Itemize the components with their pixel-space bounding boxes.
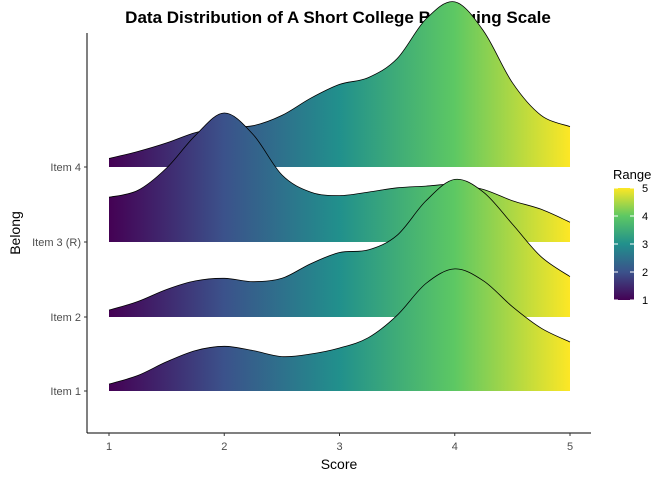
legend-ticks: 1 2 3 4 5 (614, 183, 648, 307)
x-tick-label: 1 (106, 441, 112, 453)
y-tick-label: Item 3 (R) (32, 237, 81, 249)
x-tick-label: 3 (336, 441, 342, 453)
legend-tick-label: 1 (642, 295, 648, 307)
legend-tick-label: 4 (642, 211, 648, 223)
x-axis-title: Score (321, 456, 358, 472)
x-tick-label: 5 (567, 441, 573, 453)
y-axis-title: Belong (7, 211, 23, 255)
ridge-area-item-4 (109, 1, 570, 168)
ridge-line-item-4 (108, 1, 571, 159)
ridge-line-item-3-r (108, 112, 571, 223)
chart-title: Data Distribution of A Short College Bel… (125, 8, 551, 27)
x-tick-label: 4 (452, 441, 458, 453)
ridge-area-item-1 (109, 268, 570, 391)
legend: Range 1 2 3 4 5 (613, 167, 651, 307)
ridge-line-item-2 (108, 178, 571, 311)
x-axis-ticks: 1 2 3 4 5 (106, 433, 573, 453)
y-axis-ticks: Item 1 Item 2 Item 3 (R) Item 4 (32, 162, 87, 398)
legend-tick-label: 3 (642, 239, 648, 251)
y-tick-label: Item 1 (50, 386, 81, 398)
y-tick-label: Item 4 (50, 162, 81, 174)
ridge-line-item-1 (108, 268, 571, 385)
legend-title: Range (613, 167, 651, 182)
y-tick-label: Item 2 (50, 312, 81, 324)
legend-tick-label: 5 (642, 183, 648, 195)
ridges (108, 1, 571, 391)
legend-tick-label: 2 (642, 267, 648, 279)
legend-colorbar (614, 188, 634, 300)
x-tick-label: 2 (221, 441, 227, 453)
